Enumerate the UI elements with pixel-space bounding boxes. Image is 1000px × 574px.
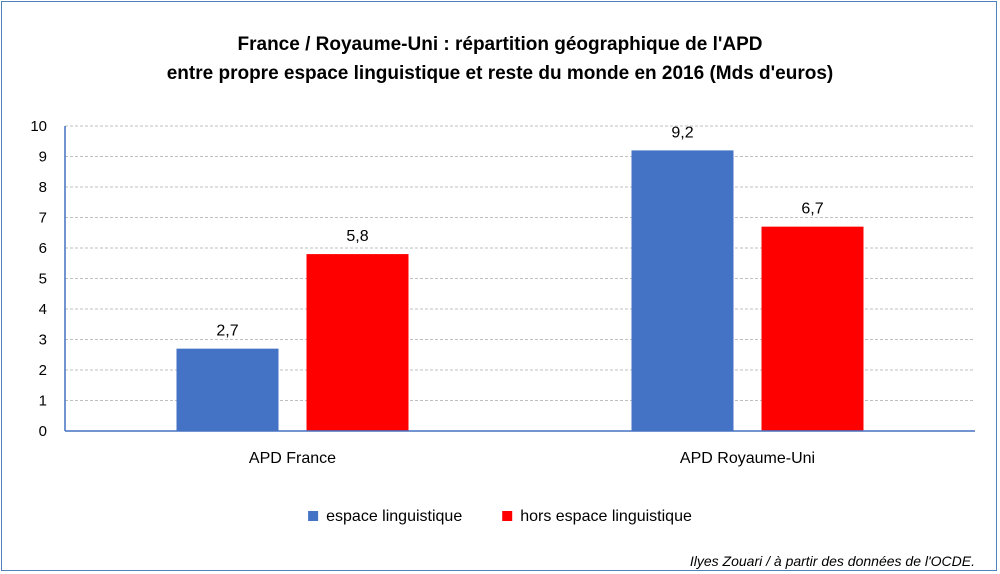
bar-espace-linguistique xyxy=(631,150,734,431)
y-tick-label: 4 xyxy=(39,301,47,318)
bar-espace-linguistique xyxy=(176,348,279,431)
category-labels: APD France APD Royaume-Uni xyxy=(249,450,815,467)
data-label: 6,7 xyxy=(801,201,823,218)
y-tick-label: 2 xyxy=(39,362,47,379)
y-tick-label: 3 xyxy=(39,332,47,349)
bars xyxy=(176,150,864,431)
bar-hors-espace-linguistique xyxy=(306,254,409,431)
legend-swatch xyxy=(502,511,513,521)
y-tick-label: 6 xyxy=(39,240,47,257)
legend: espace linguistique hors espace linguisti… xyxy=(308,508,692,525)
y-tick-label: 0 xyxy=(39,423,47,440)
legend-item: espace linguistique xyxy=(308,508,462,525)
data-label: 5,8 xyxy=(346,228,368,245)
bar-hors-espace-linguistique xyxy=(761,226,864,431)
source-note: Ilyes Zouari / à partir des données de l… xyxy=(690,553,975,569)
data-labels: 2,7 5,8 9,2 6,7 xyxy=(216,124,823,339)
y-tick-label: 7 xyxy=(39,210,47,227)
y-tick-label: 9 xyxy=(39,149,47,166)
data-label: 2,7 xyxy=(216,323,238,340)
y-tick-label: 8 xyxy=(39,179,47,196)
y-tick-label: 10 xyxy=(30,118,47,135)
x-tick-label: APD France xyxy=(249,450,336,467)
legend-label: hors espace linguistique xyxy=(520,508,692,525)
y-axis-ticks: 0 1 2 3 4 5 6 7 8 9 10 xyxy=(30,118,47,440)
y-tick-label: 1 xyxy=(39,393,47,410)
y-tick-label: 5 xyxy=(39,271,47,288)
legend-item: hors espace linguistique xyxy=(502,508,692,525)
legend-label: espace linguistique xyxy=(326,508,462,525)
chart-title: France / Royaume-Uni : répartition géogr… xyxy=(238,34,763,55)
chart-subtitle: entre propre espace linguistique et rest… xyxy=(167,63,834,84)
legend-swatch xyxy=(308,511,319,521)
x-axis xyxy=(64,126,975,432)
x-tick-label: APD Royaume-Uni xyxy=(680,450,815,467)
data-label: 9,2 xyxy=(671,124,693,141)
